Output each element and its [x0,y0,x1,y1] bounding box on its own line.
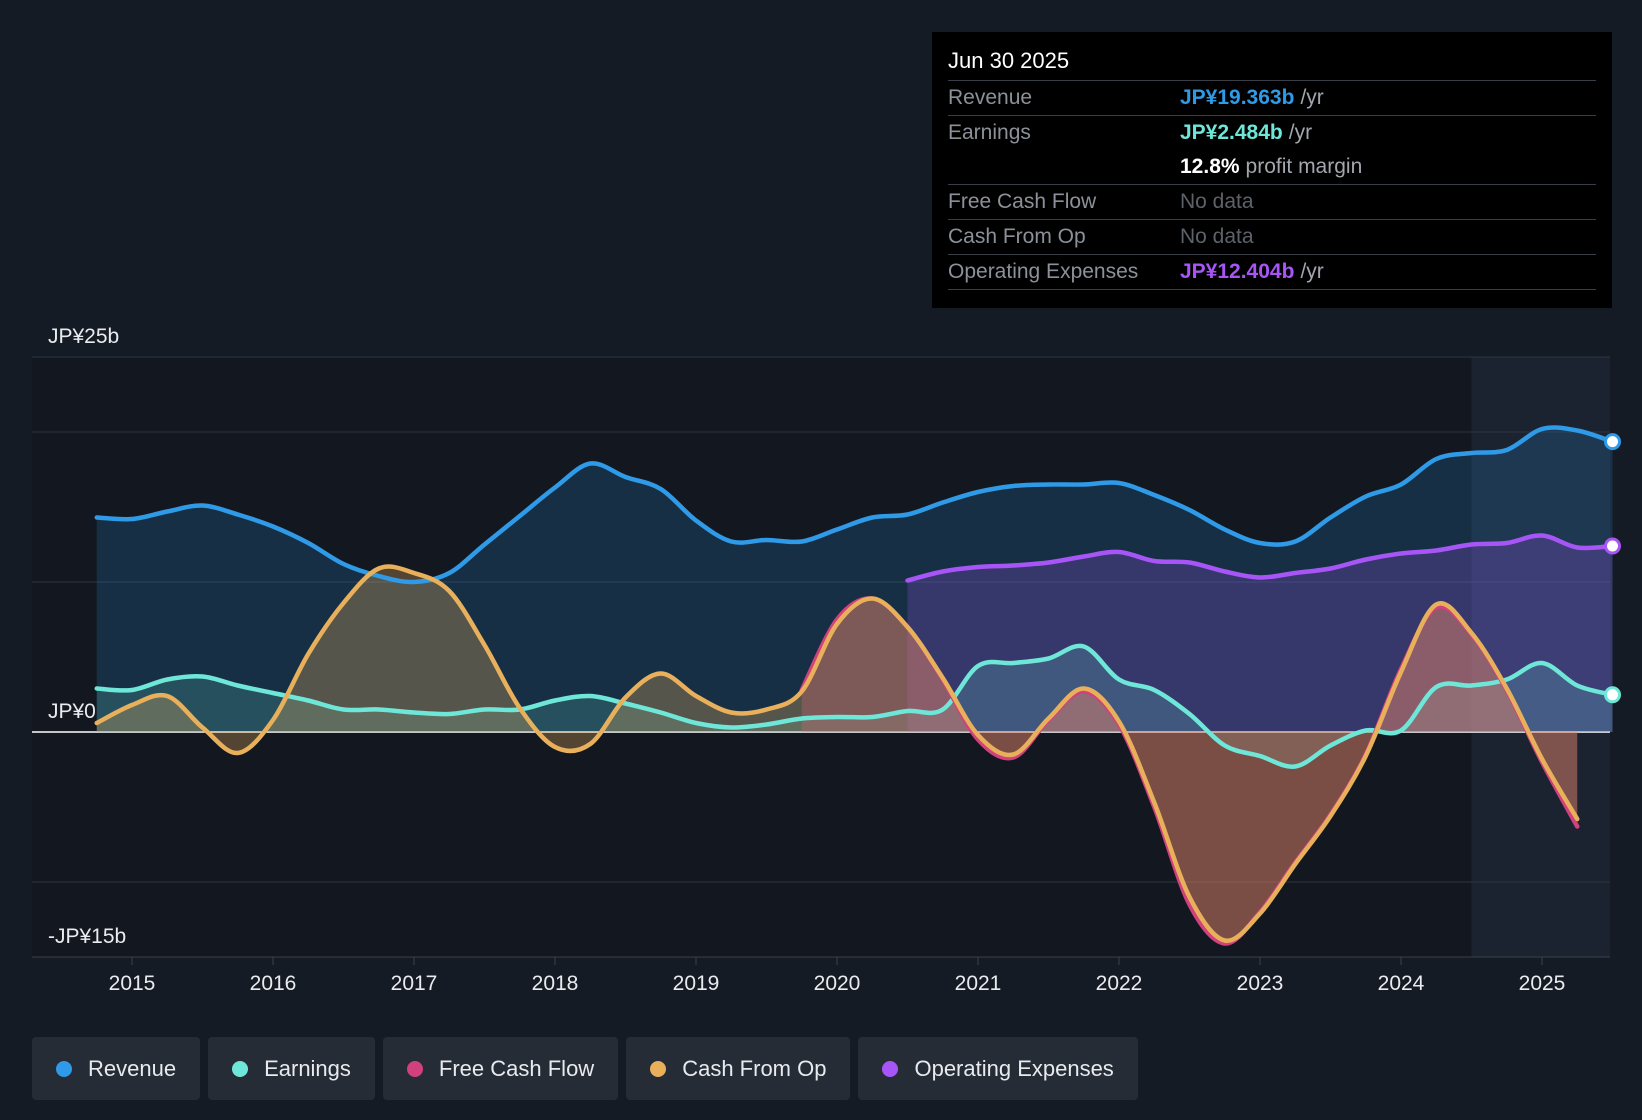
revenue-endpoint [1604,433,1621,451]
operating-expenses-line [905,533,1615,583]
tooltip-date: Jun 30 2025 [948,46,1596,81]
tooltip-row-label: Revenue [948,86,1033,109]
legend-item-operating-expenses[interactable]: Operating Expenses [858,1037,1138,1100]
tooltip-row-value: No data [1180,225,1254,248]
legend-dot-icon [232,1060,249,1077]
tooltip-row-label: Earnings [948,121,1031,144]
legend-label: Earnings [264,1055,351,1081]
tooltip-row-label: Free Cash Flow [948,190,1097,213]
legend-item-earnings[interactable]: Earnings [208,1037,375,1100]
revenue-area [96,427,1613,732]
legend-label: Cash From Op [682,1055,827,1081]
x-tick-label: 2024 [1378,972,1425,995]
legend-label: Revenue [88,1055,177,1081]
legend-label: Free Cash Flow [438,1055,595,1081]
tooltip-row-unit: /yr [1300,260,1324,283]
tooltip-row-value: 12.8% [1180,155,1240,178]
x-tick-label: 2018 [532,972,579,995]
tooltip-row-label: Cash From Op [948,225,1086,248]
y-axis-label: JP¥25b [48,325,119,348]
hover-tooltip: Jun 30 2025 Revenue JP¥19.363b/yr Earnings… [932,32,1612,308]
x-tick-label: 2017 [391,972,438,995]
x-tick-label: 2020 [814,972,861,995]
tooltip-row: 12.8% profit margin [948,150,1596,185]
legend-item-revenue[interactable]: Revenue [32,1037,201,1100]
x-tick-label: 2025 [1519,972,1566,995]
tooltip-row: Earnings JP¥2.484b/yr [948,116,1596,150]
y-axis-label: -JP¥15b [48,925,126,948]
legend-label: Operating Expenses [914,1055,1114,1081]
y-axis-label: JP¥0 [48,700,96,723]
operating-expenses-endpoint [1604,537,1621,555]
legend-dot-icon [56,1060,72,1077]
x-tick-label: 2019 [673,972,720,995]
x-tick-label: 2023 [1237,972,1284,995]
tooltip-row: Revenue JP¥19.363b/yr [948,81,1596,116]
forecast-shade [1471,357,1610,957]
tooltip-row: Cash From Op No data [948,220,1596,255]
earnings-line [94,643,1615,769]
x-tick-label: 2015 [109,972,156,995]
tooltip-row: Free Cash Flow No data [948,185,1596,220]
free-cash-flow-area [801,598,1578,944]
tooltip-row-value: JP¥12.404b [1180,260,1295,283]
cash-from-op-area [96,566,1578,941]
earnings-endpoint [1604,686,1621,704]
revenue-line [94,425,1615,585]
legend-item-free-cash-flow[interactable]: Free Cash Flow [382,1037,619,1100]
tooltip-row-label: Operating Expenses [948,260,1139,283]
x-tick-label: 2022 [1096,972,1143,995]
tooltip-row-unit: /yr [1288,121,1313,144]
operating-expenses-area [907,535,1613,732]
tooltip-row-value: No data [1180,190,1254,213]
legend-dot-icon [882,1060,899,1077]
x-tick-label: 2021 [955,972,1002,995]
tooltip-row: Operating Expenses JP¥12.404b/yr [948,255,1596,290]
tooltip-row-value: JP¥2.484b [1180,121,1283,144]
earnings-area [96,645,1613,767]
tooltip-row-unit: profit margin [1245,155,1363,178]
x-tick-label: 2016 [250,972,297,995]
tooltip-row-value: JP¥19.363b [1180,86,1295,109]
tooltip-row-unit: /yr [1300,86,1324,109]
legend-item-cash-from-op[interactable]: Cash From Op [626,1037,851,1100]
cash-from-op-line [94,564,1580,943]
chart-legend: Revenue Earnings Free Cash Flow Cash From O… [32,1037,1138,1100]
legend-dot-icon [406,1060,423,1077]
tooltip-row-label [948,150,1180,184]
legend-dot-icon [650,1060,667,1077]
